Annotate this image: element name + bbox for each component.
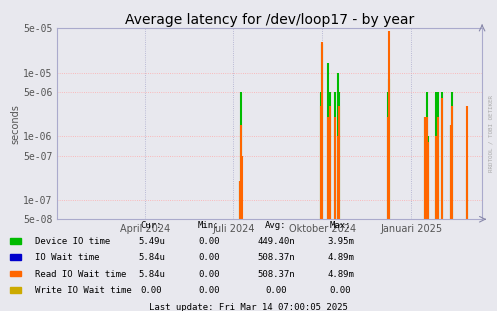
Text: Device IO time: Device IO time (35, 237, 110, 246)
Text: 5.84u: 5.84u (138, 270, 165, 279)
Text: 0.00: 0.00 (198, 237, 220, 246)
Title: Average latency for /dev/loop17 - by year: Average latency for /dev/loop17 - by yea… (125, 13, 414, 27)
Y-axis label: seconds: seconds (10, 104, 20, 144)
Text: 449.40n: 449.40n (257, 237, 295, 246)
Text: 0.00: 0.00 (198, 253, 220, 262)
Text: 4.89m: 4.89m (327, 270, 354, 279)
Text: Last update: Fri Mar 14 07:00:05 2025: Last update: Fri Mar 14 07:00:05 2025 (149, 303, 348, 311)
Text: IO Wait time: IO Wait time (35, 253, 99, 262)
Text: Write IO Wait time: Write IO Wait time (35, 286, 132, 295)
Text: 4.89m: 4.89m (327, 253, 354, 262)
Text: 0.00: 0.00 (265, 286, 287, 295)
Text: 508.37n: 508.37n (257, 270, 295, 279)
Text: 508.37n: 508.37n (257, 253, 295, 262)
Text: Read IO Wait time: Read IO Wait time (35, 270, 126, 279)
Text: 5.84u: 5.84u (138, 253, 165, 262)
Text: 5.49u: 5.49u (138, 237, 165, 246)
Text: RRDTOOL / TOBI OETIKER: RRDTOOL / TOBI OETIKER (488, 95, 493, 172)
Text: Min:: Min: (198, 220, 220, 230)
Text: 0.00: 0.00 (198, 270, 220, 279)
Text: 0.00: 0.00 (198, 286, 220, 295)
Text: Max:: Max: (330, 220, 351, 230)
Text: 3.95m: 3.95m (327, 237, 354, 246)
Text: Avg:: Avg: (265, 220, 287, 230)
Text: Cur:: Cur: (141, 220, 163, 230)
Text: 0.00: 0.00 (141, 286, 163, 295)
Text: 0.00: 0.00 (330, 286, 351, 295)
